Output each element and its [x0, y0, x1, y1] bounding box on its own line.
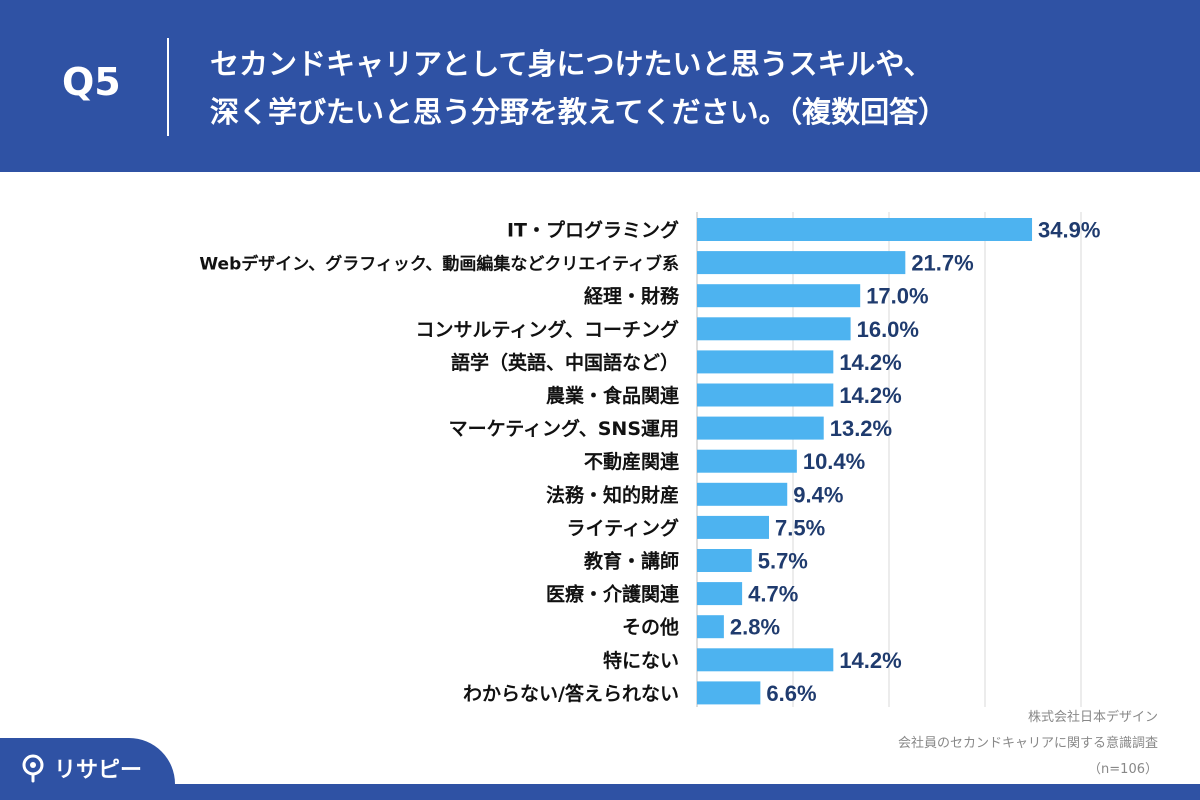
category-label-2: 経理・財務 — [584, 285, 680, 308]
category-label-12: その他 — [622, 616, 679, 639]
footer-company: 株式会社日本デザイン — [1027, 710, 1158, 725]
category-label-8: 法務・知的財産 — [546, 483, 679, 506]
bar-13 — [697, 648, 834, 672]
category-label-9: ライティング — [567, 516, 679, 539]
footer-survey: 会社員のセカンドキャリアに関する意識調査 — [897, 736, 1158, 751]
value-label-9: 7.5% — [775, 515, 825, 540]
value-label-10: 5.7% — [758, 549, 808, 574]
category-label-11: 医療・介護関連 — [546, 583, 680, 606]
question-title-line-2: 深く学びたいと思う分野を教えてください。（複数回答） — [210, 95, 948, 129]
value-label-0: 34.9% — [1038, 218, 1100, 243]
category-label-14: わからない/答えられない — [463, 682, 679, 705]
question-number: Q5 — [62, 60, 121, 104]
category-label-4: 語学（英語、中国語など） — [451, 351, 679, 374]
bar-4 — [697, 350, 834, 374]
logo-badge — [0, 738, 175, 800]
bar-11 — [697, 582, 743, 606]
question-title: セカンドキャリアとして身につけたいと思うスキルや、 深く学びたいと思う分野を教え… — [210, 40, 947, 136]
value-label-4: 14.2% — [839, 350, 901, 375]
value-label-13: 14.2% — [839, 648, 901, 673]
value-label-1: 21.7% — [911, 251, 973, 276]
value-label-12: 2.8% — [730, 615, 780, 640]
footer-sample-size: （n=106） — [1088, 762, 1158, 777]
location-pin-icon — [22, 754, 44, 783]
bar-10 — [697, 549, 752, 572]
bar-0 — [697, 218, 1033, 241]
category-label-3: コンサルティング、コーチング — [415, 318, 679, 341]
value-label-5: 14.2% — [839, 383, 901, 408]
bar-chart: IT・プログラミング 34.9% Webデザイン、グラフィック、動画編集などクリエイ… — [199, 212, 1100, 707]
category-label-13: 特にない — [603, 650, 679, 672]
question-title-line-1: セカンドキャリアとして身につけたいと思うスキルや、 — [210, 47, 933, 81]
category-label-1: Webデザイン、グラフィック、動画編集などクリエイティブ系 — [199, 254, 679, 275]
value-label-7: 10.4% — [803, 449, 865, 474]
bar-9 — [697, 515, 769, 539]
category-label-0: IT・プログラミング — [507, 219, 679, 242]
bar-1 — [697, 251, 906, 275]
header: Q5 セカンドキャリアとして身につけたいと思うスキルや、 深く学びたいと思う分野… — [0, 0, 1200, 170]
bar-8 — [697, 482, 788, 506]
logo-text: リサピー — [54, 758, 143, 783]
value-label-2: 17.0% — [866, 284, 928, 309]
category-label-10: 教育・講師 — [584, 550, 679, 573]
logo: リサピー — [20, 752, 142, 784]
bar-2 — [697, 284, 861, 308]
bar-5 — [697, 383, 834, 407]
value-label-8: 9.4% — [793, 482, 843, 507]
bar-14 — [697, 681, 761, 705]
chart-panel: IT・プログラミング 34.9% Webデザイン、グラフィック、動画編集などクリエイ… — [0, 172, 1200, 784]
value-label-3: 16.0% — [857, 317, 919, 342]
value-label-11: 4.7% — [748, 582, 798, 607]
bar-3 — [697, 317, 851, 341]
header-divider — [167, 38, 169, 136]
bar-7 — [697, 449, 797, 473]
category-label-5: 農業・食品関連 — [546, 384, 680, 407]
category-label-6: マーケティング、SNS運用 — [449, 417, 679, 440]
category-label-7: 不動産関連 — [584, 450, 680, 473]
value-label-6: 13.2% — [830, 416, 892, 441]
value-label-14: 6.6% — [766, 681, 816, 706]
bar-6 — [697, 416, 824, 440]
bar-12 — [697, 615, 724, 639]
